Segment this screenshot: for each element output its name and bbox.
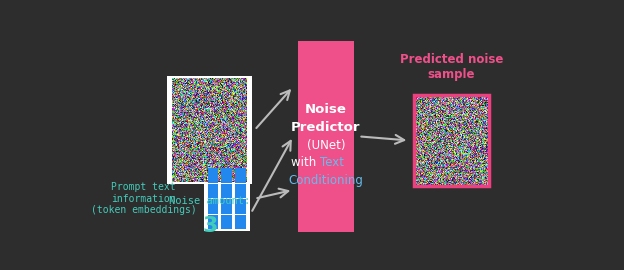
Text: Prompt text
information
(token embeddings): Prompt text information (token embedding… [90, 182, 197, 215]
Bar [167, 76, 252, 184]
Bar [235, 215, 246, 229]
Bar [222, 215, 232, 229]
Bar [208, 199, 218, 214]
Bar [222, 199, 232, 214]
Text: with: with [291, 156, 320, 169]
Text: Text: Text [320, 156, 344, 169]
Bar [298, 41, 354, 232]
Text: Noise amount:: Noise amount: [169, 196, 250, 206]
Text: Conditioning: Conditioning [288, 174, 363, 187]
Text: Predictor: Predictor [291, 121, 361, 134]
Text: (UNet): (UNet) [306, 139, 345, 152]
Bar [203, 167, 250, 231]
Text: Predicted noise
sample: Predicted noise sample [400, 53, 504, 81]
Bar [235, 184, 246, 198]
Bar [208, 215, 218, 229]
Bar [208, 184, 218, 198]
Text: Noise: Noise [305, 103, 347, 116]
Text: 3: 3 [202, 216, 218, 236]
Bar [235, 199, 246, 214]
Bar [414, 95, 489, 186]
Bar [235, 168, 246, 183]
Bar [208, 168, 218, 183]
Bar [222, 168, 232, 183]
Bar [222, 184, 232, 198]
